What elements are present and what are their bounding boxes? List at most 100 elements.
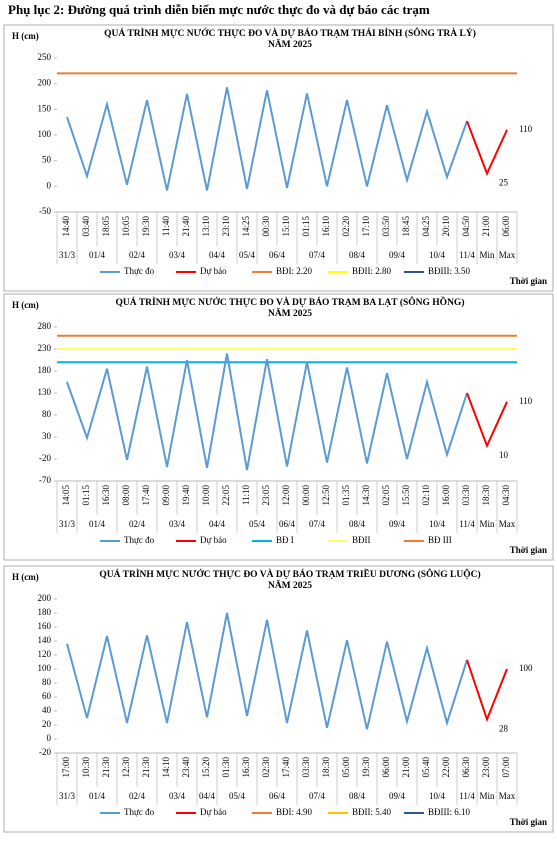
x-tick-label: 19:30: [361, 757, 371, 778]
x-tick-label: 12:50: [321, 485, 331, 506]
x-tick-label: 06:00: [381, 757, 391, 778]
y-tick-label: 30: [42, 431, 52, 441]
date-label: Min: [479, 519, 495, 529]
date-label: Max: [499, 519, 516, 529]
x-tick-label: 16:30: [241, 757, 251, 778]
forecast-value-label: 28: [499, 723, 509, 733]
x-tick-label: 02:30: [261, 757, 271, 778]
y-tick-label: 160: [38, 621, 52, 631]
y-tick-label: 20: [42, 719, 52, 729]
y-axis-label: H (cm): [12, 31, 39, 41]
series-line: [66, 612, 468, 730]
series-line: [66, 87, 468, 191]
date-label: 05/4: [229, 791, 246, 801]
x-tick-label: 01:30: [221, 757, 231, 778]
x-tick-label: 11:10: [241, 485, 251, 506]
x-tick-label: 21:00: [481, 216, 491, 237]
x-tick-label: 15:50: [401, 485, 411, 506]
x-tick-label: 00:00: [301, 485, 311, 506]
x-tick-label: 05:00: [341, 757, 351, 778]
y-tick-label: -20: [39, 453, 51, 463]
x-tick-label: 20:10: [441, 216, 451, 237]
x-axis-label: Thời gian: [510, 276, 547, 286]
x-tick-label: 09:00: [161, 485, 171, 506]
y-tick-label: 0: [47, 180, 52, 190]
date-label: 08/4: [349, 791, 366, 801]
x-tick-label: 14:30: [361, 485, 371, 506]
y-axis-label: H (cm): [12, 300, 39, 310]
x-tick-label: 14:25: [241, 216, 251, 237]
legend-label: Thực đo: [124, 535, 155, 545]
y-tick-label: 100: [38, 129, 52, 139]
x-tick-label: 02:10: [421, 485, 431, 506]
y-tick-label: 200: [38, 78, 52, 88]
x-tick-label: 15:20: [201, 757, 211, 778]
x-tick-label: 22:05: [221, 485, 231, 506]
x-tick-label: 07:00: [501, 757, 511, 778]
legend-label: BĐII: 5.40: [352, 807, 391, 817]
x-tick-label: 00:30: [261, 216, 271, 237]
x-tick-label: 17:40: [141, 485, 151, 506]
x-tick-label: 18:05: [101, 216, 111, 237]
x-tick-label: 21:30: [101, 757, 111, 778]
series-line: [466, 392, 508, 449]
x-tick-label: 21:40: [181, 216, 191, 237]
date-label: 02/4: [129, 519, 146, 529]
x-tick-label: 22:00: [441, 757, 451, 778]
chart-frame: [3, 293, 554, 561]
x-tick-label: 17:00: [61, 757, 71, 778]
x-tick-label: 21:30: [141, 757, 151, 778]
x-tick-label: 03:30: [301, 757, 311, 778]
y-tick-label: -20: [39, 747, 51, 757]
x-tick-label: 14:40: [61, 216, 71, 237]
x-tick-label: 10:30: [81, 757, 91, 778]
legend-label: BĐI: 4.90: [276, 807, 313, 817]
date-label: Min: [479, 250, 495, 260]
x-axis-label: Thời gian: [510, 817, 547, 827]
forecast-value-label: 110: [519, 124, 533, 134]
date-label: 09/4: [389, 519, 406, 529]
y-tick-label: 280: [38, 321, 52, 331]
date-label: 08/4: [349, 250, 366, 260]
date-label: 09/4: [389, 250, 406, 260]
date-label: 11/4: [459, 519, 475, 529]
chart-frame: [3, 24, 554, 292]
y-tick-label: -70: [39, 475, 51, 485]
legend-label: Dự báo: [200, 807, 227, 817]
y-tick-label: 0: [47, 733, 52, 743]
x-tick-label: 18:30: [321, 757, 331, 778]
legend-label: BĐ III: [428, 535, 452, 545]
date-label: 01/4: [89, 791, 106, 801]
chart-subtitle: NĂM 2025: [268, 38, 312, 50]
y-tick-label: 60: [42, 691, 52, 701]
x-tick-label: 03:50: [381, 216, 391, 237]
date-label: 31/3: [59, 791, 76, 801]
legend-label: BĐ I: [276, 535, 294, 545]
date-label: 09/4: [389, 791, 406, 801]
y-tick-label: 40: [42, 705, 52, 715]
chart-title: QUÁ TRÌNH MỰC NƯỚC THỰC ĐO VÀ DỰ BÁO TRẠ…: [99, 567, 480, 580]
forecast-value-label: 25: [499, 178, 509, 188]
x-tick-label: 01:15: [81, 485, 91, 506]
x-tick-label: 10:00: [201, 485, 211, 506]
date-label: 08/4: [349, 519, 366, 529]
x-tick-label: 08:00: [121, 485, 131, 506]
x-tick-label: 01:35: [341, 485, 351, 506]
date-label: 10/4: [429, 519, 446, 529]
x-tick-label: 04:30: [501, 485, 511, 506]
x-tick-label: 23:05: [261, 485, 271, 506]
date-label: 03/4: [169, 250, 186, 260]
date-label: Max: [499, 791, 516, 801]
x-tick-label: 23:40: [181, 757, 191, 778]
date-label: Min: [479, 791, 495, 801]
legend-label: Dự báo: [200, 266, 227, 276]
y-tick-label: 140: [38, 635, 52, 645]
series-line: [66, 353, 468, 471]
chart-frame: [3, 565, 554, 833]
y-tick-label: 80: [42, 409, 52, 419]
legend-label: BĐII: [352, 535, 371, 545]
y-tick-label: 130: [38, 387, 52, 397]
x-tick-label: 18:30: [481, 485, 491, 506]
x-tick-label: 10:05: [121, 216, 131, 237]
date-label: 31/3: [59, 250, 76, 260]
